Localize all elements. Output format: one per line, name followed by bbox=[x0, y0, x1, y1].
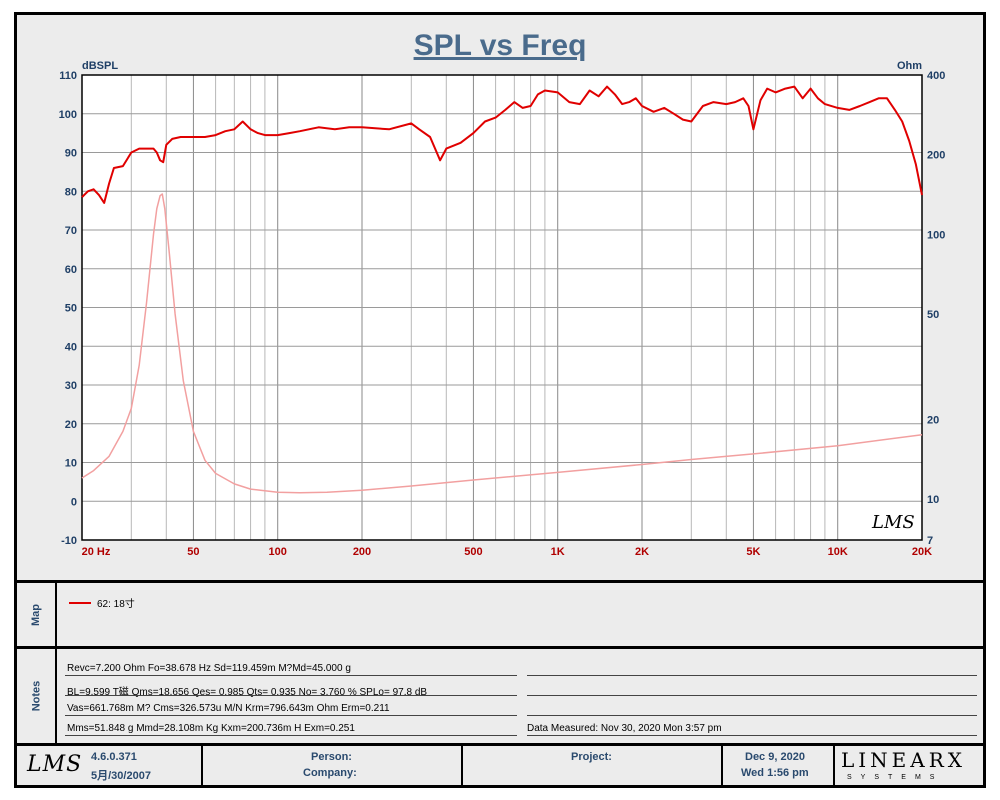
project-label: Project: bbox=[571, 751, 612, 763]
y-left-tick-label: 40 bbox=[65, 341, 77, 353]
note-rule bbox=[65, 715, 517, 716]
version-date: 5月/30/2007 bbox=[91, 770, 151, 782]
y-left-tick-label: 80 bbox=[65, 186, 77, 198]
map-side-label: Map bbox=[17, 583, 57, 646]
note-line-2: BL=9.599 T磁 Qms=18.656 Qes= 0.985 Qts= 0… bbox=[67, 687, 428, 698]
y-left-tick-label: -10 bbox=[61, 535, 77, 547]
y-left-tick-label: 90 bbox=[65, 148, 77, 160]
note-rule bbox=[527, 675, 977, 676]
impedance-curve bbox=[81, 193, 923, 494]
y-left-tick-label: 30 bbox=[65, 380, 77, 392]
spl-curve bbox=[81, 85, 923, 204]
y-right-tick-label: 7 bbox=[927, 535, 933, 547]
y-left-tick-label: 50 bbox=[65, 303, 77, 315]
y-right-tick-label: 10 bbox=[927, 494, 939, 506]
y-left-tick-label: 100 bbox=[59, 109, 77, 121]
footer-person-cell: Person: Company: bbox=[203, 746, 463, 785]
legend-swatch bbox=[69, 601, 91, 604]
y-right-tick-label: 100 bbox=[927, 229, 945, 241]
x-tick-label: 20 Hz bbox=[82, 546, 111, 558]
note-line-3: Vas=661.768m M? Cms=326.573u M/N Krm=796… bbox=[67, 703, 390, 714]
y-left-tick-label: 10 bbox=[65, 458, 77, 470]
report-frame: SPL vs Freq 20 Hz 50 100 200 500 1K 2K 5K 10K 20K… bbox=[14, 12, 986, 788]
y-left-tick-label: 60 bbox=[65, 264, 77, 276]
y-right-tick-label: 20 bbox=[927, 414, 939, 426]
y-left-tick-label: 20 bbox=[65, 419, 77, 431]
x-tick-label: 10K bbox=[828, 546, 848, 558]
lms-logo: LMS bbox=[27, 752, 83, 777]
x-tick-label: 500 bbox=[464, 546, 482, 558]
x-tick-label: 20K bbox=[912, 546, 932, 558]
x-tick-label: 5K bbox=[746, 546, 760, 558]
footer-project-cell: Project: bbox=[463, 746, 723, 785]
map-panel: Map 62: 18寸 bbox=[17, 580, 983, 646]
footer-panel: LMS 4.6.0.371 5月/30/2007 Person: Company… bbox=[17, 743, 983, 785]
chart-title: SPL vs Freq bbox=[413, 29, 587, 62]
y-right-tick-label: 50 bbox=[927, 309, 939, 321]
version-number: 4.6.0.371 bbox=[91, 751, 137, 763]
x-tick-label: 50 bbox=[187, 546, 199, 558]
notes-label: Notes bbox=[30, 680, 42, 712]
y-right-axis-label: Ohm bbox=[897, 60, 922, 72]
x-tick-label: 2K bbox=[635, 546, 649, 558]
note-rule bbox=[65, 675, 517, 676]
y-right-tick-label: 400 bbox=[927, 70, 945, 82]
chart-lms-watermark: LMS bbox=[871, 512, 915, 533]
chart-panel: SPL vs Freq 20 Hz 50 100 200 500 1K 2K 5K 10K 20K… bbox=[17, 15, 983, 580]
x-tick-label: 1K bbox=[551, 546, 565, 558]
legend-entry: 62: 18寸 bbox=[69, 595, 135, 610]
footer-date: Dec 9, 2020 bbox=[745, 751, 805, 763]
company-label: Company: bbox=[303, 767, 357, 779]
linearx-subtitle: SYSTEMS bbox=[847, 774, 944, 781]
footer-version-cell: LMS 4.6.0.371 5月/30/2007 bbox=[17, 746, 203, 785]
note-rule bbox=[65, 735, 517, 736]
y-left-tick-label: 0 bbox=[71, 496, 77, 508]
legend-entry-label: 62: 18寸 bbox=[97, 599, 135, 610]
y-left-tick-label: 110 bbox=[59, 70, 77, 82]
spl-impedance-chart: 20 Hz 50 100 200 500 1K 2K 5K 10K 20K -10 0 10 20 30 40… bbox=[59, 60, 946, 558]
footer-date-cell: Dec 9, 2020 Wed 1:56 pm bbox=[723, 746, 835, 785]
note-rule bbox=[527, 695, 977, 696]
x-tick-label: 200 bbox=[353, 546, 371, 558]
y-right-tick-label: 200 bbox=[927, 150, 945, 162]
note-rule bbox=[527, 715, 977, 716]
footer-time: Wed 1:56 pm bbox=[741, 767, 809, 779]
y-left-tick-label: 70 bbox=[65, 225, 77, 237]
person-label: Person: bbox=[311, 751, 352, 763]
note-line-4: Mms=51.848 g Mmd=28.108m Kg Kxm=200.736m… bbox=[67, 723, 355, 734]
data-measured: Data Measured: Nov 30, 2020 Mon 3:57 pm bbox=[527, 723, 722, 734]
note-rule bbox=[65, 695, 517, 696]
x-tick-label: 100 bbox=[269, 546, 287, 558]
linearx-logo: LINEARX bbox=[841, 748, 967, 772]
notes-side-label: Notes bbox=[17, 649, 57, 743]
y-left-axis-label: dBSPL bbox=[82, 60, 118, 72]
note-line-1: Revc=7.200 Ohm Fo=38.678 Hz Sd=119.459m … bbox=[67, 663, 351, 674]
notes-panel: Notes Revc=7.200 Ohm Fo=38.678 Hz Sd=119… bbox=[17, 646, 983, 743]
note-rule bbox=[527, 735, 977, 736]
plot-frame bbox=[81, 74, 923, 541]
map-label: Map bbox=[30, 603, 42, 626]
